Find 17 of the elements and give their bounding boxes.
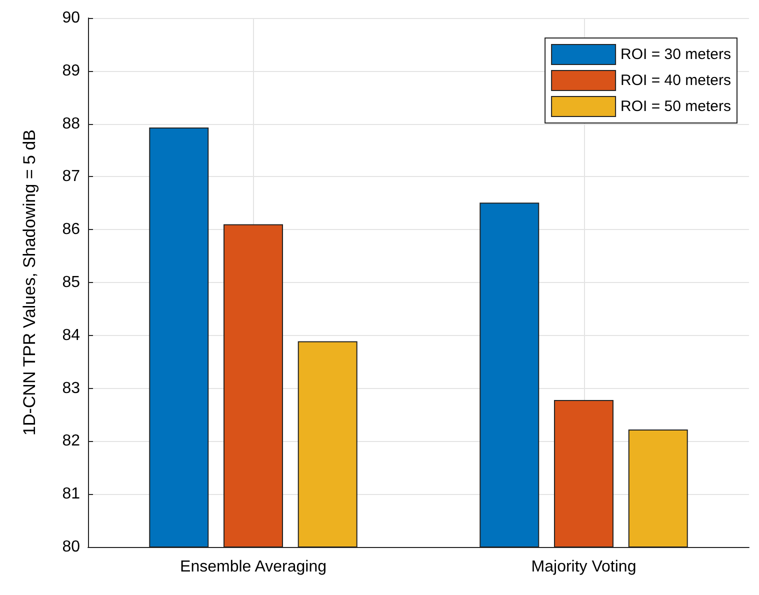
x-tick-label: Majority Voting	[531, 558, 636, 576]
legend-label: ROI = 30 meters	[620, 46, 732, 63]
x-tick-label: Ensemble Averaging	[180, 558, 326, 576]
y-tick-label: 89	[62, 62, 80, 80]
y-tick-label: 83	[62, 380, 80, 397]
legend-label: ROI = 40 meters	[620, 72, 732, 89]
y-tick-label: 90	[62, 10, 80, 26]
y-axis-title: 1D-CNN TPR Values, Shadowing = 5 dB	[20, 130, 39, 436]
y-tick-label: 86	[62, 221, 80, 238]
y-tick-label: 85	[62, 274, 80, 291]
y-tick-label: 87	[62, 168, 80, 186]
y-tick-label: 82	[62, 432, 80, 450]
y-tick-label: 88	[62, 115, 80, 132]
legend-label: ROI = 50 meters	[620, 98, 732, 115]
y-tick-label: 80	[62, 538, 80, 556]
y-tick-label: 84	[62, 326, 80, 344]
y-tick-label: 81	[62, 486, 80, 503]
